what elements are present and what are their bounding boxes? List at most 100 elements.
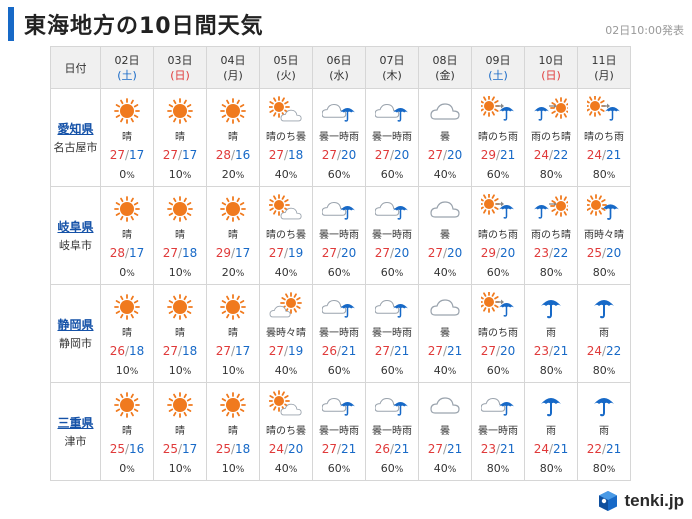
low-temp: 20 [606, 246, 622, 260]
precip-probability: 10% [154, 168, 206, 181]
date-header-label: 日付 [50, 46, 101, 89]
rain-sometimes-sun-icon [587, 194, 619, 220]
title-accent-bar [8, 7, 14, 41]
weather-text: 晴 [228, 230, 238, 241]
temp-separator: / [177, 246, 183, 260]
cloud-rain-icon [481, 398, 514, 416]
temp-separator: / [442, 148, 448, 162]
temp-separator: / [495, 442, 501, 456]
pop-unit: % [606, 171, 616, 181]
temperature-pair: 24/22 [525, 148, 577, 162]
weekday-label: (水) [329, 68, 349, 82]
precip-probability: 60% [366, 168, 418, 181]
pop-unit: % [182, 269, 192, 279]
date-label: 08日 [432, 53, 458, 67]
pop-value: 60 [486, 168, 501, 181]
pop-value: 80 [539, 266, 554, 279]
pop-unit: % [500, 367, 510, 377]
weather-text: 晴 [122, 230, 132, 241]
forecast-cell: 晴 27/17 0% [100, 88, 154, 187]
pref-link[interactable]: 静岡県 [57, 318, 94, 332]
pop-unit: % [288, 367, 298, 377]
cloud-rain-icon [375, 202, 408, 220]
weather-text: 晴のち雨 [478, 328, 518, 339]
temperature-pair: 27/20 [313, 246, 365, 260]
tenki-logo[interactable]: tenki.jp [596, 489, 684, 513]
weekday-label: (日) [541, 68, 561, 82]
pref-link[interactable]: 愛知県 [57, 122, 94, 136]
pref-link[interactable]: 岐阜県 [57, 220, 94, 234]
low-temp: 20 [447, 148, 463, 162]
high-temp: 26 [374, 442, 390, 456]
temperature-pair: 25/17 [154, 442, 206, 456]
high-temp: 29 [480, 148, 496, 162]
issued-time: 02日10:00発表 [605, 24, 684, 37]
temperature-pair: 27/18 [260, 148, 312, 162]
temp-separator: / [336, 246, 342, 260]
temperature-pair: 27/20 [472, 344, 524, 358]
precip-probability: 60% [366, 462, 418, 475]
date-label: 10日 [538, 53, 564, 67]
date-header-cell: 11日 (月) [577, 46, 631, 89]
forecast-cell: 晴 25/16 0% [100, 382, 154, 481]
high-temp: 27 [427, 246, 443, 260]
pop-unit: % [341, 171, 351, 181]
precip-probability: 40% [260, 168, 312, 181]
date-label: 09日 [485, 53, 511, 67]
high-temp: 23 [533, 246, 549, 260]
forecast-cell: 曇一時雨 26/21 60% [312, 284, 366, 383]
temp-separator: / [124, 442, 130, 456]
high-temp: 27 [321, 442, 337, 456]
temp-separator: / [389, 442, 395, 456]
cloud-rain-icon [322, 300, 355, 318]
low-temp: 20 [500, 344, 516, 358]
pref-link[interactable]: 三重県 [57, 416, 94, 430]
high-temp: 27 [321, 246, 337, 260]
temperature-pair: 27/17 [207, 344, 259, 358]
precip-probability: 0% [101, 266, 153, 279]
pop-unit: % [235, 367, 245, 377]
forecast-cell: 晴 27/18 10% [153, 186, 207, 285]
high-temp: 24 [586, 148, 602, 162]
sun-icon [114, 392, 140, 418]
low-temp: 21 [447, 442, 463, 456]
sun-then-rain-icon [481, 194, 514, 219]
pop-value: 40 [433, 364, 448, 377]
temperature-pair: 29/17 [207, 246, 259, 260]
temp-separator: / [601, 148, 607, 162]
high-temp: 27 [268, 148, 284, 162]
temp-separator: / [389, 246, 395, 260]
temperature-pair: 27/21 [419, 442, 471, 456]
weather-text: 晴のち曇 [266, 230, 306, 241]
temp-separator: / [177, 148, 183, 162]
sun-then-rain-icon [481, 292, 514, 317]
region-row: 愛知県 名古屋市晴 27/17 0% 晴 27/17 10% 晴 28/16 20% 晴のち曇 27/… [50, 88, 631, 187]
precip-probability: 80% [472, 462, 524, 475]
sun-icon [220, 196, 246, 222]
rain-then-sun-icon [534, 97, 568, 121]
sun-icon [114, 98, 140, 124]
temperature-pair: 27/20 [313, 148, 365, 162]
precip-probability: 40% [260, 364, 312, 377]
temperature-pair: 25/18 [207, 442, 259, 456]
weekday-label: (土) [488, 68, 508, 82]
forecast-cell: 雨のち晴 23/22 80% [524, 186, 578, 285]
high-temp: 27 [162, 246, 178, 260]
forecast-cell: 曇 27/20 40% [418, 186, 472, 285]
temperature-pair: 27/20 [419, 246, 471, 260]
pop-value: 10 [115, 364, 130, 377]
pop-value: 20 [221, 266, 236, 279]
low-temp: 21 [500, 148, 516, 162]
high-temp: 27 [427, 442, 443, 456]
weather-text: 晴のち雨 [478, 230, 518, 241]
weekday-label: (木) [382, 68, 402, 82]
weekday-label: (土) [117, 68, 137, 82]
pop-unit: % [394, 367, 404, 377]
weather-text: 雨 [599, 328, 609, 339]
date-header-cell: 07日 (木) [365, 46, 419, 89]
rain-icon [594, 300, 614, 319]
forecast-cell: 晴 28/16 20% [206, 88, 260, 187]
high-temp: 26 [109, 344, 125, 358]
precip-probability: 20% [207, 266, 259, 279]
low-temp: 17 [235, 344, 251, 358]
